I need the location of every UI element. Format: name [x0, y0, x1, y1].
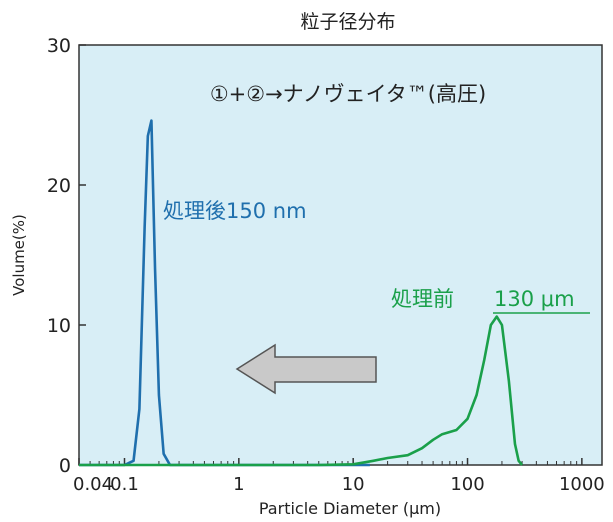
x-tick-label: 0.1: [110, 474, 139, 495]
x-axis-label: Particle Diameter (μm): [259, 499, 441, 518]
y-tick-label: 0: [59, 455, 71, 477]
before-label-value: 130 μm: [494, 287, 575, 311]
after-label: 処理後150 nm: [163, 199, 307, 223]
chart-title: 粒子径分布: [300, 11, 395, 33]
x-tick-label: 10: [342, 474, 365, 495]
plot-area: [78, 44, 603, 466]
y-tick-label: 20: [47, 175, 71, 197]
series-before-line: [79, 315, 524, 467]
x-tick-label: 1000: [559, 474, 605, 495]
before-label-prefix: 処理前: [391, 287, 454, 311]
y-axis: 0 10 20 30: [47, 35, 86, 477]
left-arrow-shape: [235, 343, 377, 395]
x-tick-label: 1: [233, 474, 244, 495]
y-tick-label: 30: [47, 35, 71, 57]
series-group: [79, 119, 524, 467]
x-tick-label: 0.04: [73, 474, 113, 495]
y-tick-label: 10: [47, 315, 71, 337]
y-axis-label: Volume(%): [10, 214, 28, 296]
x-axis: 0.040.1 1 10 100 1000: [73, 458, 605, 495]
annotation-text: ①+②→ナノヴェイタ™(高圧): [210, 82, 486, 106]
x-tick-label: 100: [450, 474, 484, 495]
